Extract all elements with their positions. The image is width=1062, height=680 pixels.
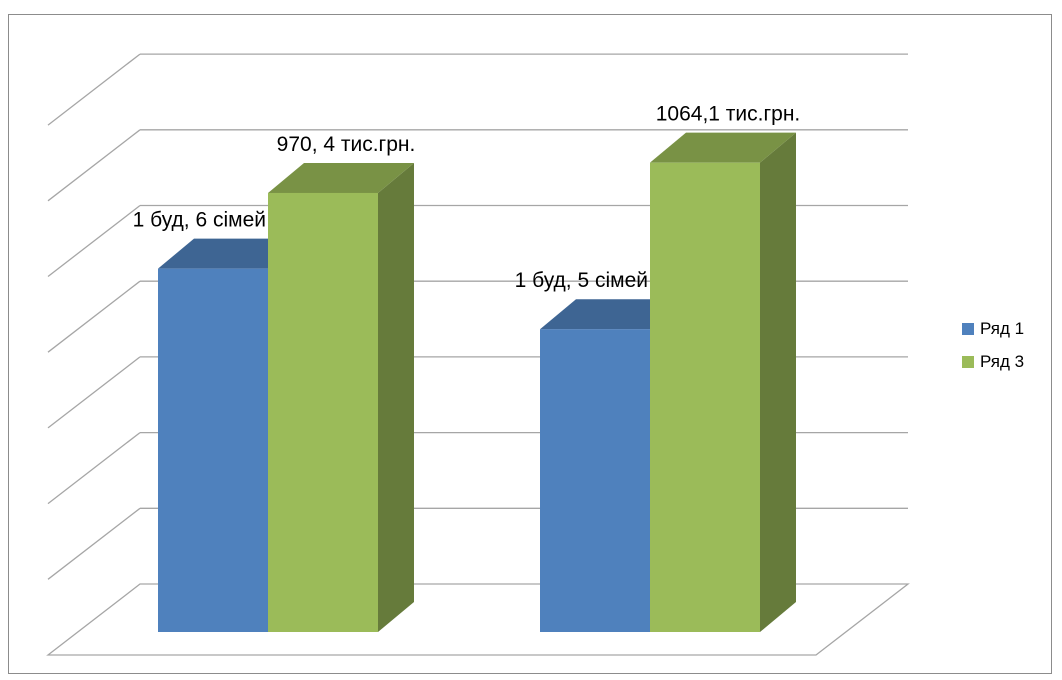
legend: Ряд 1 Ряд 3 bbox=[962, 318, 1024, 384]
legend-item-series-3: Ряд 3 bbox=[962, 351, 1024, 372]
legend-swatch-series-1 bbox=[962, 322, 974, 335]
legend-label-series-1: Ряд 1 bbox=[980, 318, 1025, 338]
data-label-2-1: 970, 4 тис.грн. bbox=[277, 133, 416, 156]
bar-top-face bbox=[268, 162, 414, 193]
bar-2-2 bbox=[650, 132, 796, 632]
data-labels: 1 буд, 6 сімей 1 буд, 5 сімей 970, 4 тис.г… bbox=[133, 103, 801, 293]
data-label-2-2: 1064,1 тис.грн. bbox=[656, 103, 801, 126]
bar-front-face bbox=[268, 192, 378, 632]
bar-2-1 bbox=[268, 162, 414, 632]
chart-floor bbox=[46, 583, 910, 656]
legend-swatch-series-3 bbox=[962, 355, 974, 368]
side-gridline bbox=[47, 204, 141, 278]
side-gridline bbox=[47, 507, 141, 580]
data-label-1-2: 1 буд, 5 сімей bbox=[515, 269, 648, 292]
bar-top-face bbox=[650, 132, 796, 163]
legend-label-series-3: Ряд 3 bbox=[980, 351, 1025, 371]
side-gridline bbox=[47, 432, 141, 505]
legend-item-series-1: Ряд 1 bbox=[962, 318, 1024, 339]
bars bbox=[158, 132, 796, 632]
bar-front-face bbox=[540, 329, 650, 632]
bar-front-face bbox=[650, 162, 760, 632]
bar-side-face bbox=[760, 132, 796, 632]
side-gridline bbox=[47, 129, 141, 202]
side-gridline bbox=[47, 356, 141, 429]
side-gridline bbox=[47, 280, 141, 353]
bar-top-face bbox=[158, 238, 304, 269]
bar-side-face bbox=[378, 162, 414, 632]
data-label-1-1: 1 буд, 6 сімей bbox=[133, 209, 266, 232]
bar-top-face bbox=[540, 299, 686, 330]
side-gridline bbox=[47, 53, 141, 126]
bar-front-face bbox=[158, 268, 268, 632]
